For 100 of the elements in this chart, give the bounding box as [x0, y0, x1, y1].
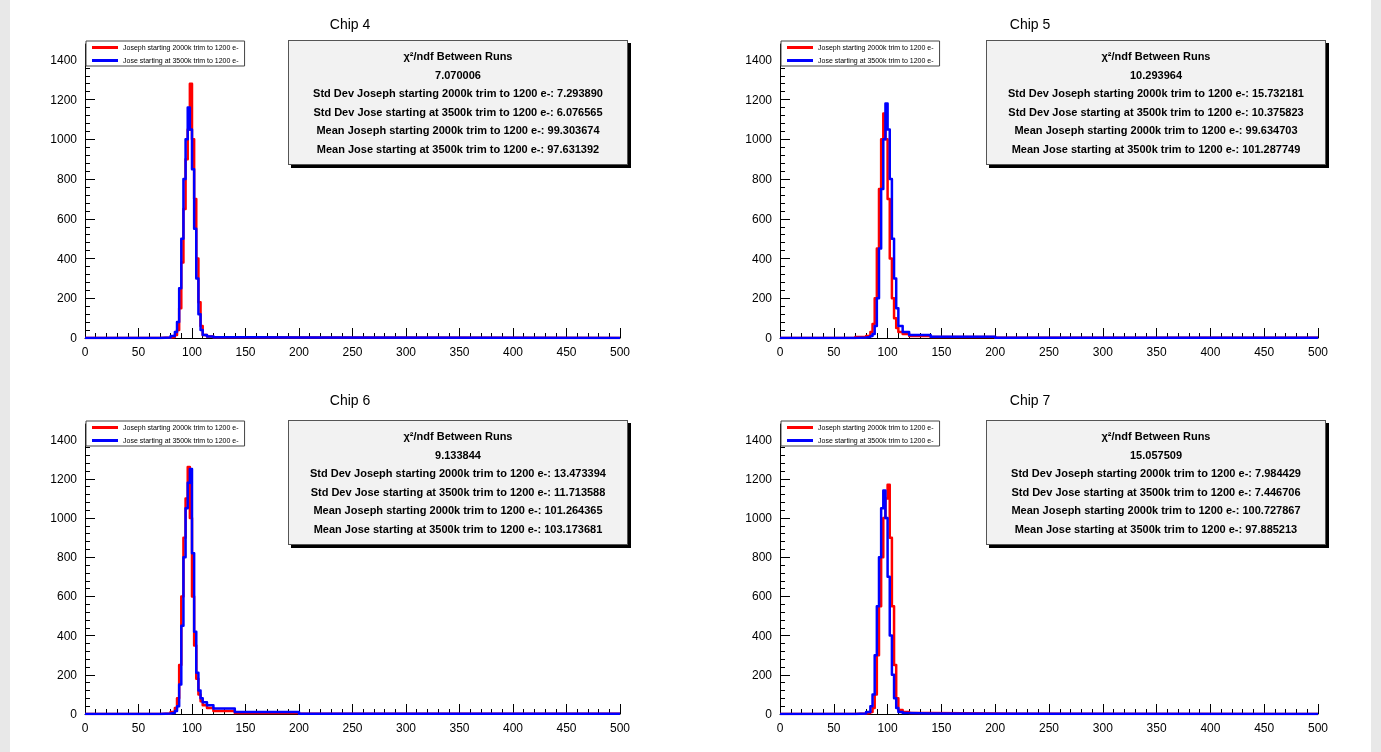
- x-tick-label: 400: [1200, 345, 1221, 359]
- y-tick-label: 1400: [745, 52, 773, 67]
- y-tick-label: 1400: [50, 52, 78, 67]
- x-tick-label: 100: [181, 345, 203, 359]
- annotation: Std Dev Jose starting at 3500k trim to 1200 e-: 7.446706: [1010, 484, 1302, 500]
- y-tick-label: 600: [751, 589, 773, 604]
- y-tick-label: 600: [56, 589, 78, 604]
- x-tick-label: 150: [931, 345, 952, 359]
- x-tick-label: 300: [395, 721, 417, 735]
- annotation: Std Dev Jose starting at 3500k trim to 1200 e-: 6.076565: [312, 104, 604, 120]
- y-tick-label: 200: [751, 291, 773, 306]
- y-tick-label: 1200: [745, 471, 773, 486]
- annotation: Mean Joseph starting 2000k trim to 1200 e-: 100.727867: [1010, 503, 1302, 518]
- y-tick-label: 600: [751, 211, 773, 226]
- annotation: 9.133844: [434, 447, 482, 463]
- y-tick-label: 0: [765, 331, 773, 345]
- x-tick-label: 450: [556, 345, 577, 359]
- x-tick-label: 50: [827, 721, 841, 735]
- x-tick-label: 200: [985, 345, 1006, 359]
- annotation: χ²/ndf Between Runs: [1100, 429, 1212, 444]
- y-tick-label: 1200: [50, 92, 78, 107]
- x-tick-label: 100: [877, 345, 898, 359]
- x-tick-label: 250: [1038, 721, 1060, 735]
- x-tick-label: 450: [1254, 721, 1275, 735]
- y-tick-label: 600: [56, 211, 78, 226]
- x-tick-label: 250: [342, 721, 363, 735]
- annotation: χ²/ndf Between Runs: [1100, 49, 1212, 64]
- annotation: Std Dev Joseph starting 2000k trim to 1200 e-: 13.473394: [309, 466, 607, 481]
- x-tick-label: 0: [81, 721, 89, 735]
- x-tick-label: 100: [877, 721, 898, 735]
- x-tick-label: 350: [1146, 345, 1167, 359]
- y-tick-label: 800: [751, 172, 773, 187]
- y-tick-label: 800: [56, 172, 78, 187]
- x-tick-label: 200: [985, 721, 1006, 735]
- annotation: Std Dev Jose starting at 3500k trim to 1200 e-: 10.375823: [1007, 104, 1305, 120]
- x-tick-label: 500: [1307, 721, 1329, 735]
- x-tick-label: 0: [81, 345, 89, 359]
- y-tick-label: 1200: [50, 471, 78, 486]
- y-tick-label: 1400: [745, 432, 773, 447]
- x-tick-label: 0: [776, 721, 784, 735]
- y-tick-label: 0: [765, 707, 773, 721]
- annotation: Std Dev Jose starting at 3500k trim to 1200 e-: 11.713588: [309, 484, 607, 500]
- x-tick-label: 50: [131, 721, 146, 735]
- y-tick-label: 200: [56, 291, 78, 306]
- x-tick-label: 400: [502, 345, 524, 359]
- x-tick-label: 450: [1254, 345, 1275, 359]
- annotation: Mean Joseph starting 2000k trim to 1200 e-: 99.303674: [315, 123, 601, 138]
- annotation: Std Dev Joseph starting 2000k trim to 1200 e-: 7.293890: [312, 86, 604, 101]
- annotation: χ²/ndf Between Runs: [402, 49, 514, 64]
- y-tick-label: 400: [56, 251, 78, 266]
- chart-title: Chip 6: [329, 392, 371, 408]
- y-tick-label: 200: [56, 667, 78, 682]
- y-tick-label: 400: [751, 251, 773, 266]
- x-tick-label: 450: [556, 721, 577, 735]
- y-tick-label: 0: [70, 331, 78, 345]
- annotation: χ²/ndf Between Runs: [402, 429, 514, 444]
- x-tick-label: 0: [776, 345, 784, 359]
- y-tick-label: 1000: [745, 511, 773, 526]
- chart-title: Chip 7: [1009, 392, 1051, 408]
- annotation: Std Dev Joseph starting 2000k trim to 1200 e-: 7.984429: [1010, 466, 1302, 481]
- x-tick-label: 300: [1092, 721, 1114, 735]
- annotation: Mean Joseph starting 2000k trim to 1200 e-: 99.634703: [1013, 123, 1299, 138]
- x-tick-label: 300: [395, 345, 417, 359]
- annotation: 7.070006: [434, 67, 482, 83]
- y-tick-label: 1000: [50, 511, 78, 526]
- y-tick-label: 0: [70, 707, 78, 721]
- x-tick-label: 150: [931, 721, 952, 735]
- y-tick-label: 400: [751, 628, 773, 643]
- y-tick-label: 200: [751, 667, 773, 682]
- y-tick-label: 800: [751, 550, 773, 565]
- x-tick-label: 250: [1038, 345, 1060, 359]
- y-tick-label: 1000: [50, 132, 78, 147]
- annotation: Std Dev Joseph starting 2000k trim to 1200 e-: 15.732181: [1007, 86, 1305, 101]
- annotation: Mean Jose starting at 3500k trim to 1200 e-: 103.173681: [312, 521, 604, 537]
- x-tick-label: 100: [181, 721, 203, 735]
- x-tick-label: 250: [342, 345, 363, 359]
- annotation: Mean Jose starting at 3500k trim to 1200 e-: 97.631392: [315, 141, 601, 157]
- annotation: Mean Joseph starting 2000k trim to 1200 e-: 101.264365: [312, 503, 604, 518]
- x-tick-label: 150: [235, 345, 256, 359]
- x-tick-label: 400: [502, 721, 524, 735]
- y-tick-label: 1400: [50, 432, 78, 447]
- x-tick-label: 500: [609, 345, 631, 359]
- y-tick-label: 400: [56, 628, 78, 643]
- x-tick-label: 500: [1307, 345, 1329, 359]
- x-tick-label: 300: [1092, 345, 1114, 359]
- chart-title: Chip 4: [329, 16, 371, 32]
- x-tick-label: 150: [235, 721, 256, 735]
- x-tick-label: 200: [288, 721, 310, 735]
- x-tick-label: 350: [1146, 721, 1167, 735]
- x-tick-label: 350: [449, 345, 470, 359]
- annotation: Mean Jose starting at 3500k trim to 1200 e-: 97.885213: [1013, 521, 1299, 537]
- chart-title: Chip 5: [1009, 16, 1051, 32]
- x-tick-label: 50: [827, 345, 841, 359]
- x-tick-label: 350: [449, 721, 470, 735]
- y-tick-label: 1000: [745, 132, 773, 147]
- y-tick-label: 1200: [745, 92, 773, 107]
- annotation: 15.057509: [1129, 447, 1183, 463]
- y-tick-label: 800: [56, 550, 78, 565]
- x-tick-label: 50: [131, 345, 146, 359]
- x-tick-label: 500: [609, 721, 631, 735]
